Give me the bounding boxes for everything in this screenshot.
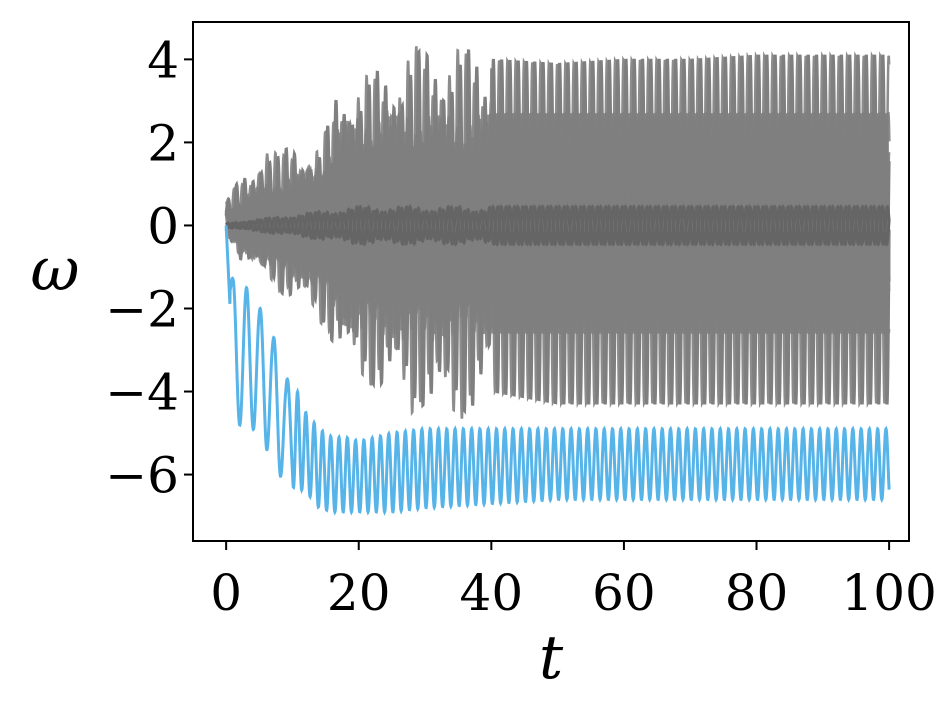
x-axis-label: t: [539, 623, 564, 693]
gray-series-line: [224, 204, 891, 247]
y-tick-label: −2: [105, 280, 179, 338]
plot-frame: [192, 21, 910, 542]
y-tick-label: 4: [147, 31, 179, 89]
plot-area: [224, 46, 891, 516]
y-tick-label: −6: [105, 447, 179, 505]
x-tick-label: 40: [460, 564, 524, 622]
y-axis: 4 2 0 −2 −4 −6: [105, 31, 193, 505]
y-tick-label: −4: [105, 364, 179, 422]
y-tick-label: 0: [147, 197, 179, 255]
x-tick-label: 100: [841, 564, 936, 622]
highlighted-series: [224, 225, 891, 516]
gray-oscillation-series: [224, 46, 891, 419]
x-tick-label: 0: [210, 564, 242, 622]
highlighted-series-line: [224, 225, 891, 516]
y-axis-label: ω: [31, 235, 80, 305]
x-axis: 0 20 40 60 80 100: [210, 541, 937, 622]
x-tick-label: 80: [725, 564, 789, 622]
x-tick-label: 20: [327, 564, 391, 622]
y-tick-label: 2: [147, 114, 179, 172]
x-tick-label: 60: [592, 564, 656, 622]
